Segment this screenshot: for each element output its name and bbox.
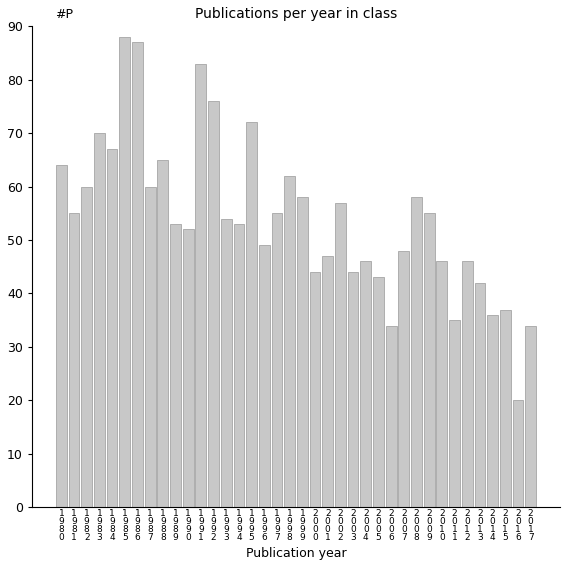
- Bar: [284, 176, 295, 507]
- Text: #P: #P: [55, 8, 73, 21]
- Bar: [196, 64, 206, 507]
- Bar: [500, 310, 511, 507]
- Bar: [208, 101, 219, 507]
- Bar: [120, 37, 130, 507]
- Bar: [246, 122, 257, 507]
- Bar: [513, 400, 523, 507]
- Bar: [145, 187, 155, 507]
- Bar: [348, 272, 358, 507]
- Bar: [107, 149, 117, 507]
- Bar: [411, 197, 422, 507]
- Bar: [399, 251, 409, 507]
- Bar: [335, 202, 346, 507]
- Bar: [94, 133, 105, 507]
- Bar: [132, 43, 143, 507]
- Bar: [322, 256, 333, 507]
- Bar: [475, 283, 485, 507]
- Bar: [259, 246, 270, 507]
- Bar: [462, 261, 473, 507]
- Bar: [525, 325, 536, 507]
- Title: Publications per year in class: Publications per year in class: [195, 7, 397, 21]
- Bar: [487, 315, 498, 507]
- Bar: [449, 320, 460, 507]
- Bar: [69, 213, 79, 507]
- Bar: [297, 197, 308, 507]
- Bar: [81, 187, 92, 507]
- Bar: [424, 213, 434, 507]
- Bar: [310, 272, 320, 507]
- Bar: [437, 261, 447, 507]
- Bar: [183, 230, 193, 507]
- Bar: [361, 261, 371, 507]
- Bar: [158, 160, 168, 507]
- X-axis label: Publication year: Publication year: [246, 547, 346, 560]
- Bar: [234, 224, 244, 507]
- Bar: [272, 213, 282, 507]
- Bar: [373, 277, 384, 507]
- Bar: [56, 165, 67, 507]
- Bar: [386, 325, 396, 507]
- Bar: [170, 224, 181, 507]
- Bar: [221, 219, 232, 507]
